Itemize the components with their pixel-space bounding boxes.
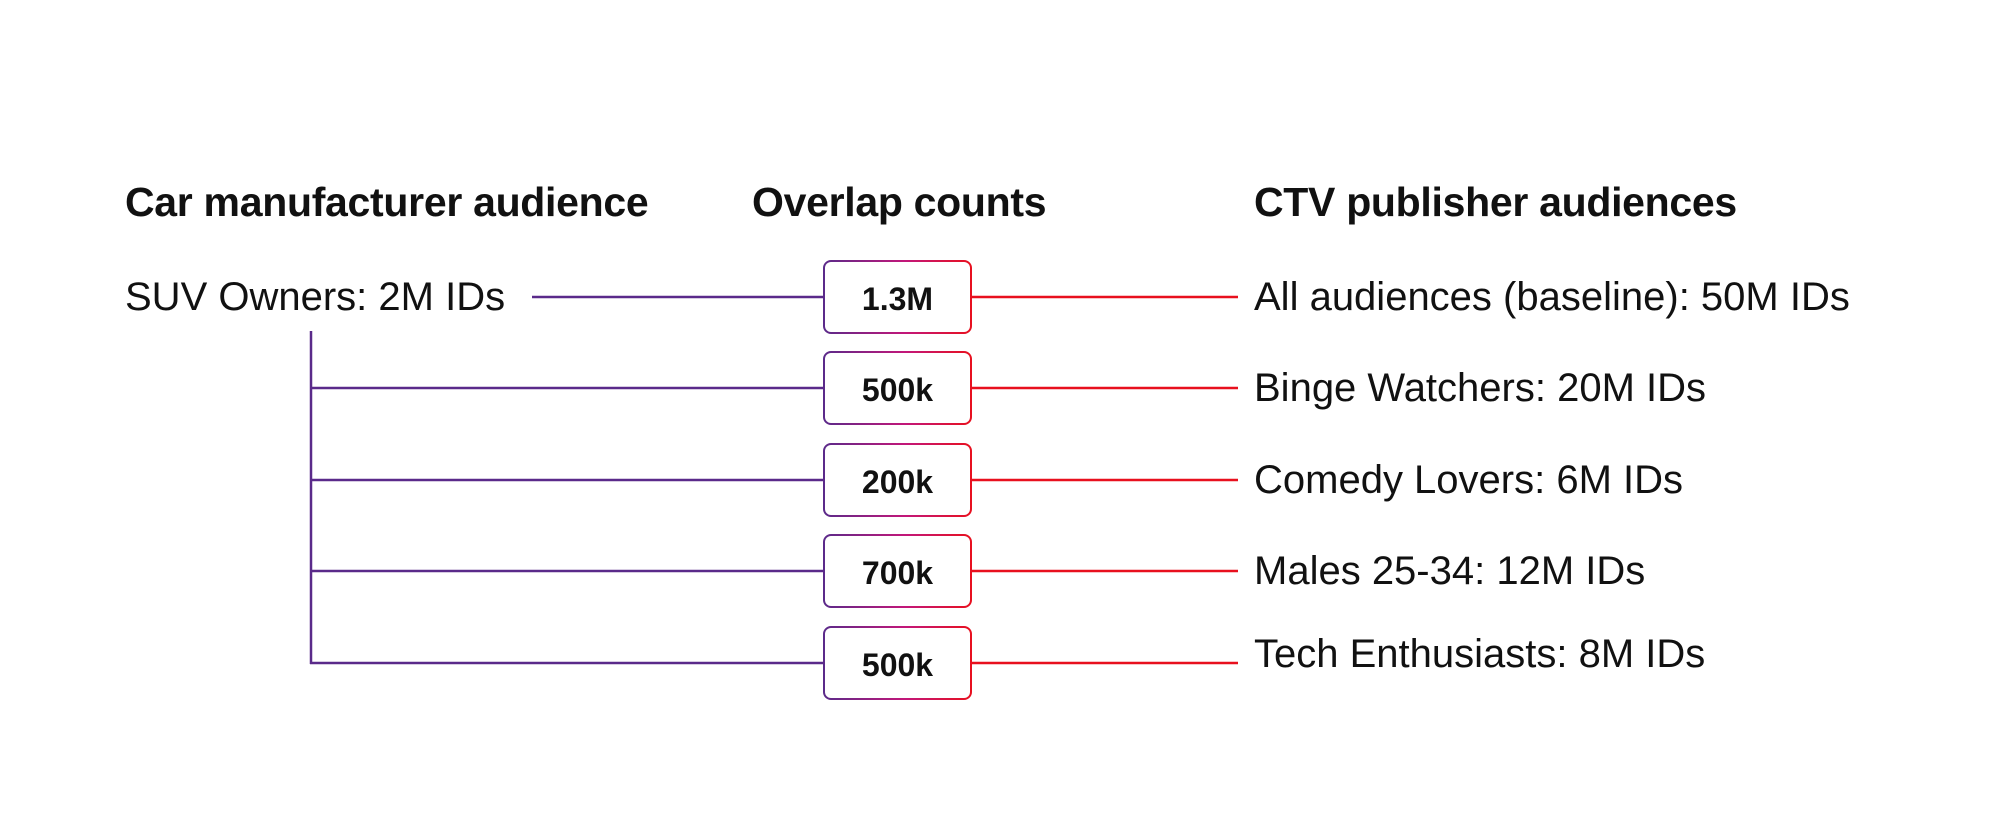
source-audience-label: SUV Owners: 2M IDs (125, 275, 506, 319)
overlap-count-1: 500k (825, 353, 970, 423)
target-audience-label-2: Comedy Lovers: 6M IDs (1254, 458, 1684, 502)
target-audience-label-0: All audiences (baseline): 50M IDs (1254, 275, 1850, 319)
overlap-count-2: 200k (825, 445, 970, 515)
overlap-count-3: 700k (825, 536, 970, 606)
overlap-count-4: 500k (825, 628, 970, 698)
target-audience-label-4: Tech Enthusiasts: 8M IDs (1254, 632, 1706, 676)
overlap-count-box-0: 1.3M (823, 260, 972, 334)
heading-overlap: Overlap counts (752, 179, 1047, 225)
overlap-count-box-4: 500k (823, 626, 972, 700)
heading-target: CTV publisher audiences (1254, 179, 1737, 225)
overlap-count-box-3: 700k (823, 534, 972, 608)
target-audience-label-1: Binge Watchers: 20M IDs (1254, 366, 1707, 410)
overlap-count-0: 1.3M (825, 262, 970, 332)
overlap-count-box-1: 500k (823, 351, 972, 425)
overlap-count-box-2: 200k (823, 443, 972, 517)
heading-source: Car manufacturer audience (125, 179, 649, 225)
target-audience-label-3: Males 25-34: 12M IDs (1254, 549, 1646, 593)
